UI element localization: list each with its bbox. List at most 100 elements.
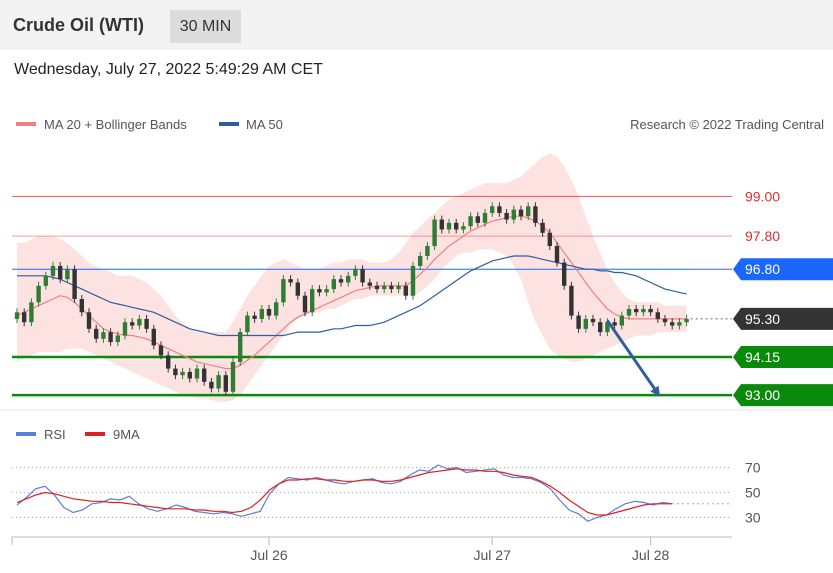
candle-body [403, 285, 408, 296]
candle-body [158, 345, 164, 356]
candle-body [65, 269, 70, 280]
candle [454, 218, 459, 234]
candle [22, 308, 27, 327]
candle [641, 304, 646, 317]
candle [281, 275, 286, 307]
candle [590, 314, 596, 327]
candle-body [504, 212, 509, 220]
candle [101, 328, 106, 343]
candle-body [439, 219, 444, 230]
candle-body [605, 322, 610, 333]
candle-body [173, 368, 178, 376]
level-label-95.30: 95.30 [733, 307, 833, 330]
level-lines-layer [12, 195, 732, 397]
candle [194, 364, 200, 383]
candle [504, 208, 509, 224]
ma50-line [17, 255, 687, 337]
candle-body [295, 282, 300, 296]
candle [374, 281, 380, 294]
level-box [733, 307, 833, 330]
candle-body [446, 222, 452, 230]
forecast-arrow-layer [606, 319, 661, 397]
candle-body [144, 318, 149, 329]
candle-body [72, 269, 77, 300]
candle-body [353, 269, 358, 276]
header-bar: Crude Oil (WTI) 30 MIN [0, 0, 833, 50]
candle [626, 304, 632, 320]
datetime-label: Wednesday, July 27, 2022 5:49:29 AM CET [14, 61, 323, 78]
candle-body [223, 375, 228, 392]
candle [14, 308, 20, 323]
candle [497, 202, 502, 217]
candle-body [194, 368, 200, 379]
timeframe-button[interactable]: 30 MIN [170, 10, 241, 43]
candle [648, 304, 653, 317]
candle [353, 265, 358, 280]
candle [202, 364, 207, 386]
candle [389, 281, 394, 294]
rsi-panel: 70 50 30 [12, 460, 761, 526]
candle [36, 281, 41, 307]
candle [677, 318, 682, 330]
candle [86, 308, 92, 333]
candle [338, 275, 344, 287]
candle-body [86, 312, 92, 329]
rsi-legend-label: RSI [44, 427, 66, 442]
candle [562, 258, 567, 290]
candle [151, 324, 156, 350]
candle [482, 208, 488, 227]
candle-body [317, 289, 322, 293]
candle [425, 242, 430, 260]
candle-body [259, 308, 264, 319]
candle-body [468, 216, 473, 227]
candle-body [518, 209, 524, 217]
candle [576, 311, 581, 333]
candle-body [281, 279, 286, 303]
candle [144, 314, 149, 333]
candle [158, 341, 164, 360]
level-box [733, 258, 833, 281]
candle-body [331, 279, 336, 290]
candle-body [497, 206, 502, 213]
candle-body [655, 312, 660, 319]
level-label-94.15: 94.15 [733, 345, 833, 368]
candle-body [238, 332, 243, 362]
candle [216, 371, 221, 393]
candle-body [245, 315, 250, 333]
candle-body [396, 285, 401, 290]
candle-body [432, 219, 437, 247]
candle-body [533, 206, 538, 223]
candle [446, 218, 452, 234]
candle [670, 318, 675, 330]
candle [108, 328, 113, 347]
candle [634, 304, 639, 317]
candle [612, 318, 617, 330]
rsi-tick-50: 50 [745, 485, 761, 501]
instrument-title: Crude Oil (WTI) [13, 15, 144, 35]
candle [310, 285, 315, 317]
candle [252, 311, 257, 323]
rsi-line [16, 464, 673, 522]
candle [360, 265, 365, 287]
candle-body [454, 222, 459, 230]
level-value: 93.00 [745, 387, 780, 403]
candle [72, 265, 77, 303]
candle-body [36, 285, 41, 303]
candle-body [612, 322, 617, 326]
bollinger-band [17, 153, 687, 402]
candle-body [590, 318, 596, 323]
candle-body [79, 299, 84, 313]
candle-body [187, 371, 192, 379]
candle-body [425, 246, 430, 256]
candle [461, 222, 466, 234]
candle [274, 298, 279, 320]
candle-body [382, 285, 387, 290]
level-value: 94.15 [745, 349, 780, 365]
candle-body [166, 355, 171, 369]
candle-body [626, 308, 632, 316]
candle-body [389, 285, 394, 290]
candle-body [302, 295, 308, 313]
candle [655, 308, 660, 323]
level-labels-layer: 99.00 97.80 96.80 95.30 94.15 93.00 [733, 188, 833, 407]
